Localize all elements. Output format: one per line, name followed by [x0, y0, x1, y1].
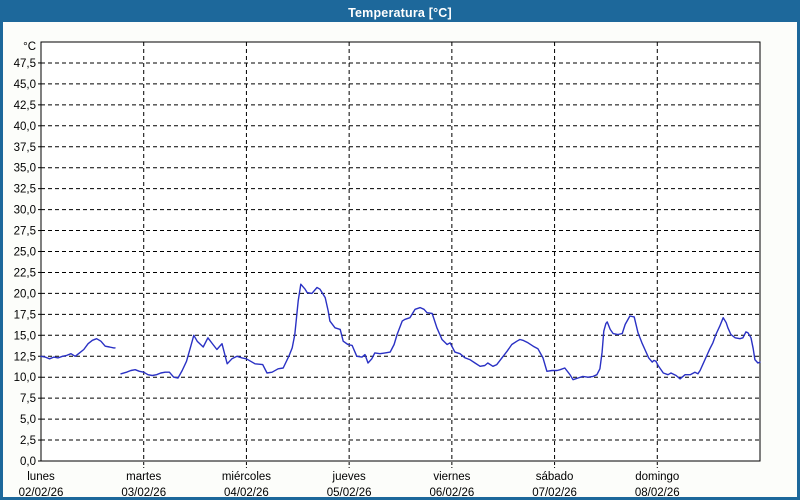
window-title: Temperatura [°C]	[348, 5, 452, 20]
y-tick-label: 25,0	[14, 247, 36, 259]
y-tick-label: 2,5	[20, 435, 36, 447]
x-axis-day-label: viernes	[433, 471, 470, 483]
y-tick-label: 35,0	[14, 163, 36, 175]
x-axis-day-label: martes	[126, 471, 161, 483]
x-axis-day-label: miércoles	[222, 471, 271, 483]
y-tick-label: 10,0	[14, 372, 36, 384]
x-axis-date-label: 04/02/26	[224, 487, 269, 497]
x-axis-date-label: 05/02/26	[327, 487, 372, 497]
y-tick-label: 17,5	[14, 309, 36, 321]
y-tick-label: 47,5	[14, 58, 36, 70]
x-axis-date-label: 02/02/26	[19, 487, 64, 497]
y-tick-label: 45,0	[14, 79, 36, 91]
temperature-chart: 0,0 2,5 5,0 7,5 10,0 12,5 15,0 17,5 20,0 22,5 25,0…	[14, 41, 761, 497]
y-tick-label: 27,5	[14, 226, 36, 238]
x-axis-date-label: 06/02/26	[429, 487, 474, 497]
y-tick-label: 15,0	[14, 330, 36, 342]
x-axis-day-label: domingo	[635, 471, 679, 483]
chart-area: 0,0 2,5 5,0 7,5 10,0 12,5 15,0 17,5 20,0 22,5 25,0…	[3, 22, 797, 497]
window-titlebar[interactable]: Temperatura [°C]	[3, 3, 797, 22]
x-axis-day-label: sábado	[536, 471, 574, 483]
y-tick-label: 22,5	[14, 267, 36, 279]
temperature-line	[120, 283, 761, 381]
y-tick-label: 42,5	[14, 100, 36, 112]
y-axis-unit-label: °C	[23, 41, 36, 53]
x-axis-date-label: 07/02/26	[532, 487, 577, 497]
temperature-line	[40, 338, 116, 360]
x-axis-day-label: jueves	[332, 471, 366, 483]
y-tick-label: 20,0	[14, 288, 36, 300]
y-tick-label: 7,5	[20, 393, 36, 405]
y-tick-label: 32,5	[14, 184, 36, 196]
y-tick-label: 5,0	[20, 414, 36, 426]
y-tick-label: 0,0	[20, 456, 36, 468]
y-tick-label: 40,0	[14, 121, 36, 133]
x-axis-date-label: 03/02/26	[121, 487, 166, 497]
y-tick-label: 30,0	[14, 205, 36, 217]
x-axis-day-label: lunes	[27, 471, 55, 483]
x-axis-date-label: 08/02/26	[635, 487, 680, 497]
y-tick-label: 37,5	[14, 142, 36, 154]
y-tick-label: 12,5	[14, 351, 36, 363]
